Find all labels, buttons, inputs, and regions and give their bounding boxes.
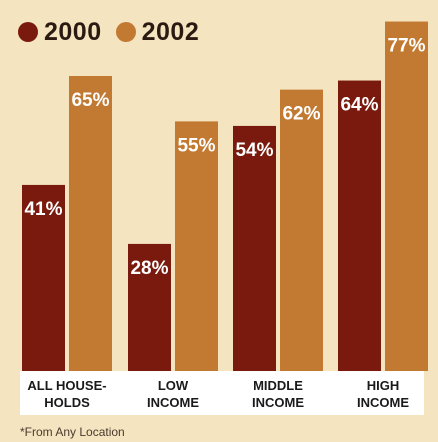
category-label-0-line-0: ALL HOUSE- bbox=[27, 378, 106, 393]
category-label-0-line-1: HOLDS bbox=[44, 395, 90, 410]
data-label-2002-0: 65% bbox=[71, 90, 109, 111]
legend-swatch-2000 bbox=[18, 22, 38, 42]
bar-2000-1 bbox=[128, 243, 171, 371]
legend-item-2002: 2002 bbox=[115, 17, 200, 47]
legend-label-2000: 2000 bbox=[44, 17, 102, 46]
legend-item-2000: 2000 bbox=[18, 18, 102, 47]
bar-2000-2 bbox=[233, 125, 276, 371]
category-label-2-line-1: INCOME bbox=[252, 395, 304, 410]
bar-2000-0 bbox=[22, 184, 65, 371]
bar-2002-3 bbox=[385, 21, 428, 372]
bar-2002-0 bbox=[69, 76, 112, 371]
bar-2002-2 bbox=[280, 89, 323, 371]
data-label-2002-1: 55% bbox=[177, 135, 215, 156]
legend: 2000 2002 bbox=[18, 12, 213, 52]
category-label-3-line-1: INCOME bbox=[357, 395, 409, 410]
category-label-1-line-1: INCOME bbox=[147, 395, 199, 410]
footnote: *From Any Location bbox=[20, 425, 125, 439]
category-label-1-line-0: LOW bbox=[158, 378, 189, 393]
data-label-2002-2: 62% bbox=[282, 104, 320, 125]
category-label-2-line-0: MIDDLE bbox=[253, 378, 303, 393]
legend-swatch-2002 bbox=[115, 22, 136, 42]
bar-2002-1 bbox=[175, 121, 218, 371]
data-label-2000-1: 28% bbox=[130, 258, 168, 279]
data-label-2000-2: 54% bbox=[235, 140, 273, 161]
bar-2000-3 bbox=[338, 80, 381, 372]
category-label-3-line-0: HIGH bbox=[367, 378, 400, 393]
category-axis-band bbox=[20, 371, 424, 415]
legend-label-2002: 2002 bbox=[141, 17, 200, 46]
data-label-2000-3: 64% bbox=[340, 95, 378, 116]
data-label-2002-3: 77% bbox=[387, 36, 425, 57]
data-label-2000-0: 41% bbox=[24, 199, 62, 220]
